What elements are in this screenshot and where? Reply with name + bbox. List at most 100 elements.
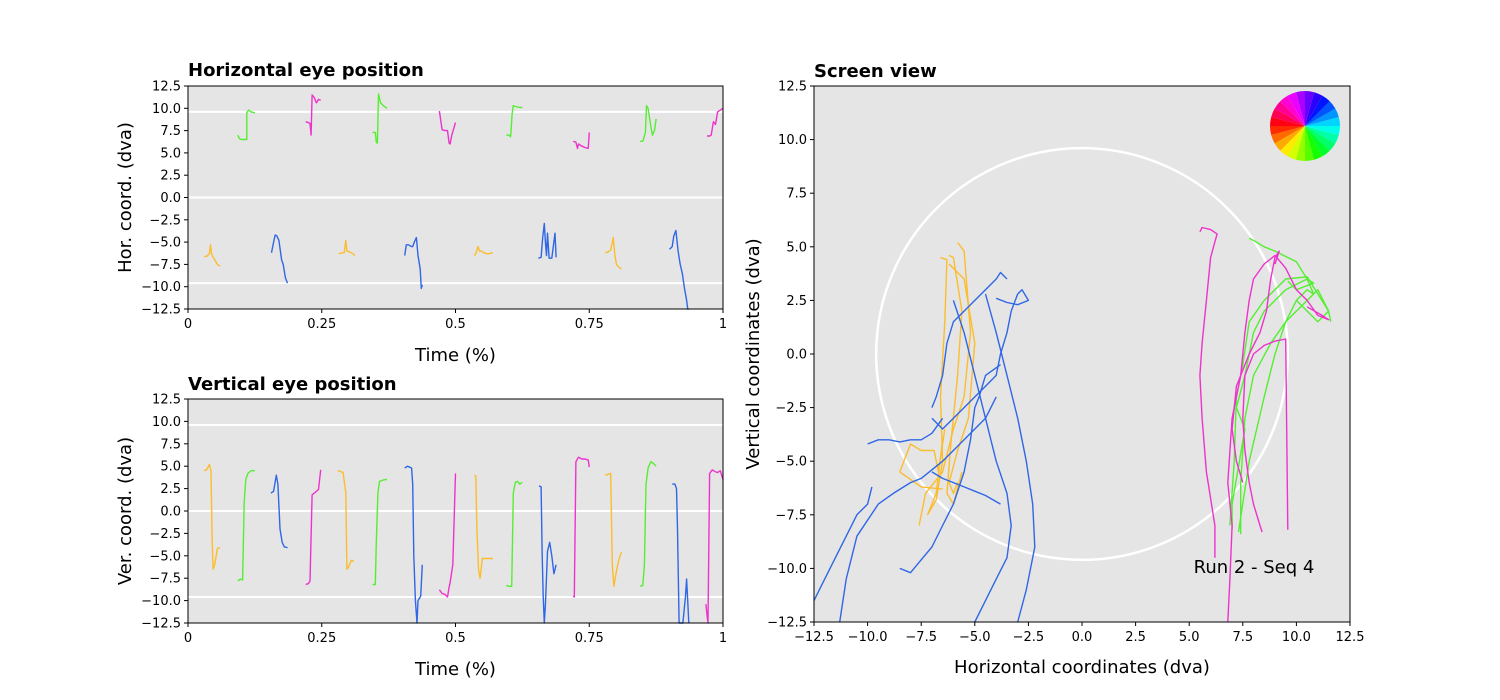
series-line [931,289,1030,430]
color-wheel-segment [1271,108,1305,126]
y-tick-label: −5.0 [149,236,181,251]
series-line [538,222,557,259]
y-ticks: −12.5 −10.0 −7.5 −5.0 −2.5 0.0 2.5 5.0 7.5 10.0 12… [141,80,188,318]
color-wheel-icon [1269,91,1340,162]
color-wheel-segment [1271,126,1305,144]
series-line [1231,250,1280,483]
x-tick-label: −2.5 [1013,630,1045,645]
series-line [669,229,689,310]
color-wheel-segment [1305,126,1336,151]
plot-background [814,86,1350,622]
series-line [506,480,523,587]
series-line [438,110,457,145]
color-wheel-segment [1305,126,1315,161]
y-tick-label: 7.5 [786,187,807,202]
series-line [899,364,1001,574]
x-tick-label: 0.5 [445,317,466,332]
y-tick-label: −5.0 [149,549,181,564]
y-tick-label: 10.0 [152,102,181,117]
y-tick-label: −10.0 [141,594,181,609]
y-tick-label: 5.0 [160,146,181,161]
series-line [337,470,355,570]
x-ticks: −12.5 −10.0 −7.5 −5.0 −2.5 0.0 2.5 5.0 7.5 10.0 12… [794,622,1364,645]
grid-lines [188,423,723,599]
x-axis-label: Time (%) [414,659,496,680]
axes-frame [187,398,724,624]
y-tick-label: 7.5 [160,124,181,139]
y-tick-label: −10.0 [141,280,181,295]
series-line [605,472,623,587]
color-wheel-segment [1305,126,1339,144]
y-tick-label: 0.0 [160,191,181,206]
y-tick-label: −7.5 [149,258,181,273]
color-wheel-segment [1295,126,1305,162]
y-ticks: −12.5 −10.0 −7.5 −5.0 −2.5 0.0 2.5 5.0 7.5 10.0 12… [767,80,814,631]
color-wheel-segment [1305,126,1340,136]
color-wheel-segment [1274,101,1305,126]
y-tick-label: −5.0 [775,455,807,470]
panel-title: Horizontal eye position [188,60,424,81]
series-line [639,461,657,587]
y-axis-label: Vertical coordinates (dva) [743,238,764,469]
y-tick-label: 0.0 [786,348,807,363]
x-tick-label: −7.5 [905,630,937,645]
screen-view-panel: −12.5 −10.0 −7.5 −5.0 −2.5 0.0 2.5 5.0 7.5 10.0 12… [743,61,1364,678]
series-line [1227,254,1330,623]
color-wheel-segment [1287,126,1305,160]
series-line [867,417,944,445]
series-line [372,93,388,144]
color-wheel-segment [1305,101,1336,126]
y-tick-label: 12.5 [152,80,181,95]
y-tick-label: 10.0 [778,133,807,148]
y-tick-label: 2.5 [786,294,807,309]
series-line [270,474,288,549]
x-ticks: 0 0.25 0.5 0.75 1 [184,623,727,646]
series-line [473,474,493,579]
series-line [1242,338,1289,533]
series-line [931,271,1008,408]
y-tick-label: 2.5 [160,482,181,497]
panel-title: Vertical eye position [188,374,397,395]
horizontal-eye-position-panel: −12.5 −10.0 −7.5 −5.0 −2.5 0.0 2.5 5.0 7.5 10.0 12… [115,60,727,366]
color-wheel-segment [1287,92,1305,126]
color-wheel-segment [1305,126,1323,160]
color-wheel-segment [1280,126,1305,157]
x-tick-label: 0.75 [575,631,604,646]
series-line [572,456,590,598]
x-tick-label: 0.25 [307,631,336,646]
run-sequence-label: Run 2 - Seq 4 [1194,557,1315,578]
vertical-eye-position-panel: −12.5 −10.0 −7.5 −5.0 −2.5 0.0 2.5 5.0 7.5 10.0 12… [115,374,727,680]
series-line [952,300,1012,623]
series-line [473,245,494,256]
x-tick-label: −5.0 [959,630,991,645]
y-tick-label: 5.0 [160,460,181,475]
series-line [605,236,622,270]
series-line [640,104,657,143]
x-tick-label: 7.5 [1232,630,1253,645]
series-line [203,463,221,570]
series-line [839,396,997,623]
y-tick-label: −12.5 [141,303,181,318]
y-tick-label: −7.5 [149,572,181,587]
series-line [237,109,256,141]
y-tick-label: −2.5 [775,401,807,416]
series-line [706,107,724,137]
color-wheel-segment [1274,126,1305,151]
series-line [948,263,976,495]
y-tick-label: 7.5 [160,437,181,452]
y-tick-label: −10.0 [767,562,807,577]
x-tick-label: 0 [184,631,192,646]
x-tick-label: 12.5 [1336,630,1365,645]
x-tick-label: −10.0 [848,630,888,645]
series-group [813,226,1332,623]
series-line [1229,276,1330,526]
x-axis-label: Horizontal coordinates (dva) [954,657,1210,678]
x-ticks: 0 0.25 0.5 0.75 1 [184,309,727,332]
y-tick-label: −7.5 [775,508,807,523]
panel-title: Screen view [814,61,937,82]
series-line [438,473,457,598]
y-tick-label: −2.5 [149,527,181,542]
screen-circle [874,146,1290,562]
series-line [538,485,557,624]
